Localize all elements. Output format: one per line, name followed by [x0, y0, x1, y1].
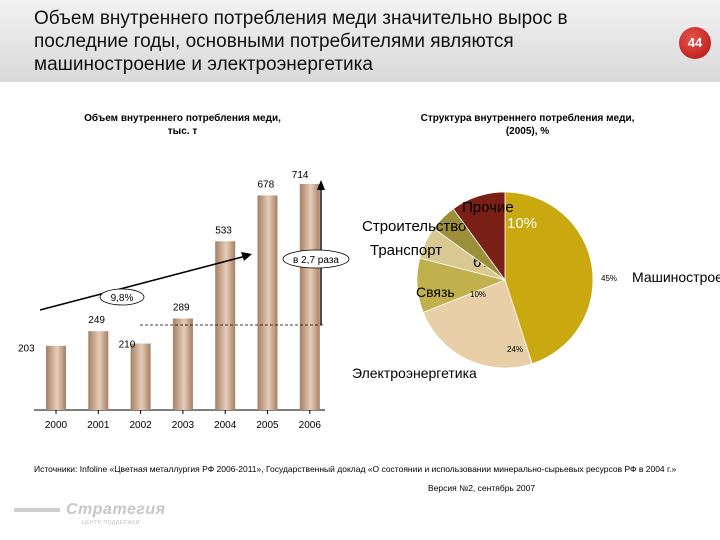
bar-value-label: 289: [173, 303, 190, 314]
version-label: Версия №2, сентябрь 2007: [428, 483, 536, 493]
pie-slice-value: 10%: [507, 215, 537, 232]
pie-slice: [452, 191, 506, 282]
pie-slice-name: Связь: [416, 284, 455, 300]
page-number-badge: 44: [679, 27, 711, 59]
bar-2006: [299, 184, 320, 410]
pie-slice-name: Транспорт: [370, 242, 442, 259]
bar-value-label: 203: [18, 344, 35, 355]
bar-value-label: 210: [119, 340, 136, 351]
x-tick-label: 2000: [45, 420, 68, 431]
title-bar: [0, 0, 720, 82]
growth-arrow-head: [241, 252, 252, 261]
bar-2002: [130, 343, 151, 410]
sources-note: Источники: Infoline «Цветная металлургия…: [34, 464, 677, 474]
logo-wordmark: Стратегия: [66, 501, 166, 518]
pie-slice: [504, 191, 594, 365]
multiple-ellipse: [282, 249, 350, 269]
bar-value-label: 533: [215, 225, 232, 236]
bar-value-label: 249: [88, 315, 105, 326]
bar-2000: [46, 345, 66, 410]
bar-2003: [172, 318, 193, 410]
slide-title: Объем внутреннего потребления меди значи…: [34, 8, 568, 75]
x-tick-label: 2002: [129, 420, 152, 431]
company-logo: Стратегия ЦЕНТР ПОДДЕРЖКИ: [14, 500, 174, 526]
pie-chart-title: Структура внутреннего потребления меди, …: [420, 113, 635, 137]
x-tick-label: 2005: [256, 420, 279, 431]
bar-2005: [257, 195, 278, 410]
pie-slice-name: Прочие: [462, 199, 514, 216]
pie-slice-name: Машиностроение: [632, 269, 720, 285]
pie-slice-value: 24%: [507, 345, 523, 354]
x-tick-label: 2004: [214, 420, 237, 431]
bar-2004: [215, 241, 236, 410]
pie-slice-value: 45%: [601, 274, 617, 283]
x-tick-label: 2001: [87, 420, 110, 431]
pie-slice-name: Строительство: [362, 218, 466, 235]
growth-rate-ellipse: [99, 288, 145, 306]
growth-arrow-line: [39, 255, 247, 311]
pie-slice-name: Электроэнергетика: [352, 365, 477, 381]
logo-subtitle: ЦЕНТР ПОДДЕРЖКИ: [82, 520, 140, 526]
bar-value-label: 678: [258, 179, 275, 190]
bar-2001: [88, 331, 109, 410]
x-tick-label: 2006: [299, 420, 322, 431]
logo-bar: [14, 508, 60, 512]
multiple-arrow-head: [317, 180, 325, 190]
growth-rate-label: 9,8%: [111, 293, 134, 304]
bar-chart-title: Объем внутреннего потребления меди, тыс.…: [84, 113, 281, 137]
pie-slice-value: 10%: [470, 290, 486, 299]
bar-value-label: 714: [292, 170, 309, 181]
x-tick-label: 2003: [172, 420, 195, 431]
multiple-label: в 2,7 раза: [293, 255, 339, 266]
